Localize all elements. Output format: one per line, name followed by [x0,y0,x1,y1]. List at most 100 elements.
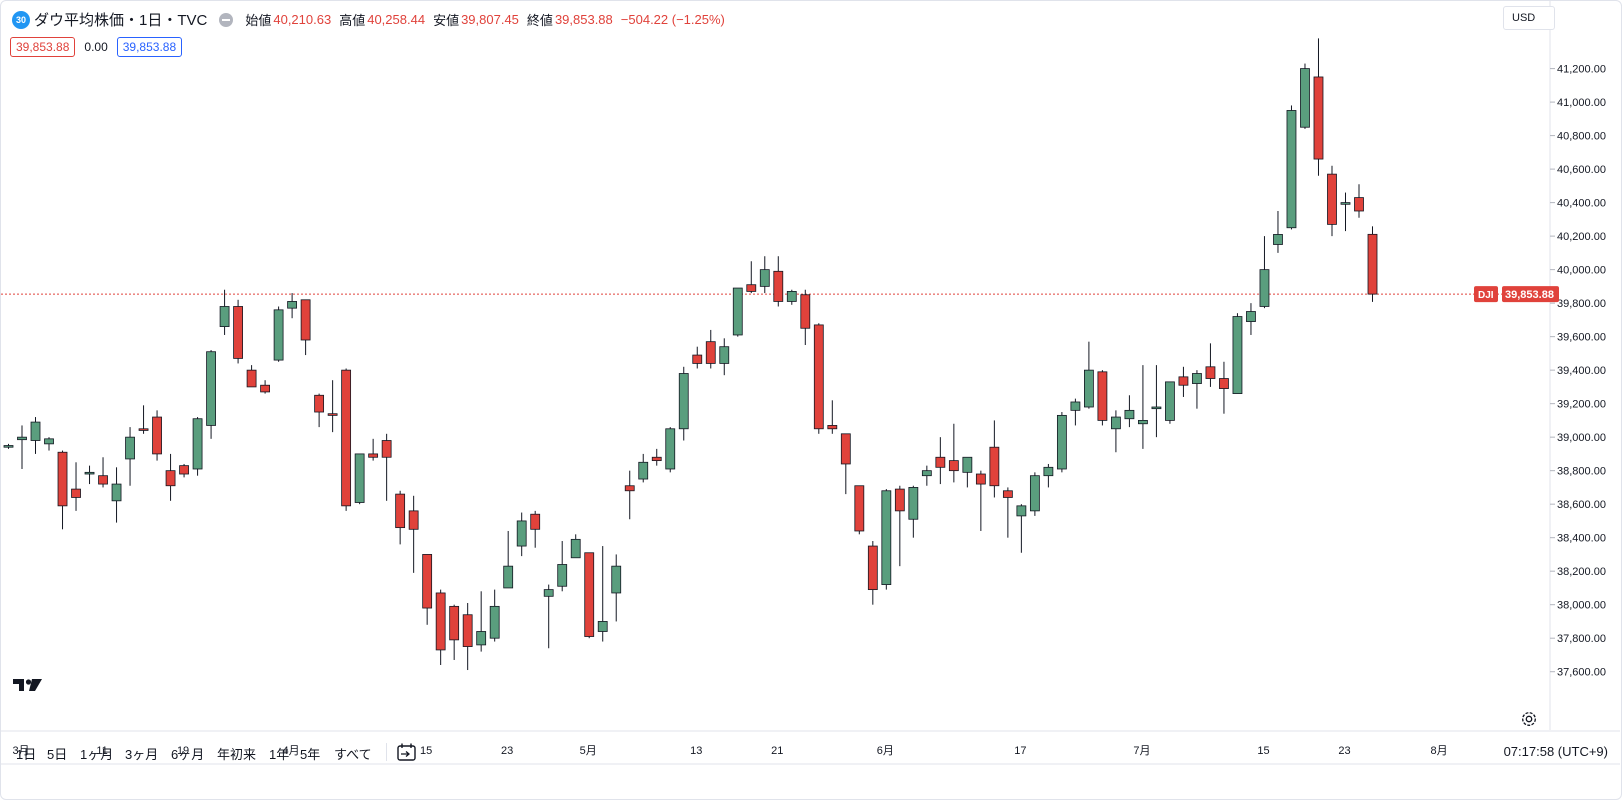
candle-body [678,373,689,430]
candle-up [206,350,216,439]
low-value: 39,807.45 [461,12,519,27]
candle-body [125,436,135,460]
candle-body [786,291,797,302]
time-tick-label: 4月 [283,745,300,757]
time-tick-label: 5月 [580,745,597,757]
candle-body [692,354,703,364]
candle-up [1232,313,1243,395]
candle-body [152,416,162,455]
time-tick-label: 6月 [877,745,894,757]
candle-up [1111,410,1121,453]
candle-up [1151,365,1162,438]
candle-body [273,309,284,361]
candle-body [327,413,338,416]
candle-down [624,470,635,520]
candle-up [1273,210,1283,253]
candle-body [921,470,932,477]
candle-down [381,433,392,501]
candle-body [962,456,973,473]
buy-price-button[interactable]: 39,853.88 [116,37,183,57]
candle-down [867,541,878,605]
candle-up [962,456,973,488]
timeframe-6m-button[interactable]: 6ヶ月 [171,747,205,762]
hide-eye-icon[interactable] [219,12,234,27]
sell-price-button[interactable]: 39,853.88 [10,37,76,57]
price-tick-label: 40,800.00 [1557,131,1606,143]
tradingview-logo-icon[interactable] [13,677,43,693]
timeframe-1d-button[interactable]: 1日 [16,747,37,762]
candle-up [1300,63,1310,129]
low-label: 安値 [433,13,460,28]
candle-up [1070,398,1081,426]
candle-body [773,270,784,302]
candle-up [719,338,730,376]
price-tick-label: 38,000.00 [1557,600,1606,612]
candle-down [584,552,595,639]
timeframe-5d-button[interactable]: 5日 [47,747,68,762]
candle-up [1029,472,1040,516]
candle-down [57,450,68,530]
candle-body [57,451,68,507]
calendar-range-icon[interactable] [396,742,418,762]
candle-up [597,546,608,642]
candle-body [611,565,622,594]
candle-body [44,438,54,445]
candle-up [476,591,487,652]
candle-down [827,400,838,434]
price-tick-label: 37,800.00 [1557,633,1606,645]
timeframe-ytd-button[interactable]: 年初来 [217,747,257,762]
candle-down [260,380,270,394]
candle-up [3,443,14,449]
symbol-badge[interactable]: 30 [12,10,30,29]
candle-up [287,293,298,319]
candle-body [476,631,487,646]
candle-body [489,605,500,639]
candle-down [314,393,325,428]
timeframe-5y-button[interactable]: 5年 [300,747,321,762]
candle-up [84,465,95,485]
timeframe-1m-button[interactable]: 1ヶ月 [80,747,114,762]
candle-body [1016,505,1027,517]
candle-down [422,554,433,625]
candle-body [827,425,838,430]
candle-body [624,485,635,492]
candle-up [1340,192,1351,232]
last-price-label: DJI 39,853.88 [1474,286,1559,303]
timeframe-3m-button[interactable]: 3ヶ月 [125,747,159,762]
currency-selector[interactable]: USD [1503,6,1555,30]
candle-body [975,473,986,485]
candle-down [989,420,1000,498]
time-tick-label: 19 [177,745,189,757]
candle-body [381,440,392,458]
candle-body [1340,202,1351,205]
candle-body [989,446,1000,487]
price-tick-label: 38,200.00 [1557,566,1606,578]
clock-timezone[interactable]: 07:17:58 (UTC+9) [1503,744,1608,759]
spread-value: 0.00 [84,40,108,54]
time-tick-label: 15 [1257,745,1269,757]
candle-body [314,394,325,413]
symbol-title[interactable]: ダウ平均株価・1日・TVC [34,12,208,29]
candle-body [719,346,730,364]
candle-body [233,306,243,359]
candle-body [1097,371,1108,421]
candle-body [1219,378,1229,389]
high-label: 高値 [339,13,366,28]
candle-down [368,438,379,461]
last-price-value: 39,853.88 [1505,289,1554,301]
candle-down [152,410,162,461]
candle-up [30,417,41,454]
candle-down [341,368,352,511]
candle-body [1002,490,1013,498]
candle-body [543,589,554,597]
settings-gear-icon[interactable] [1520,710,1538,728]
candle-down [1097,370,1108,426]
timeframe-1y-button[interactable]: 1年 [269,747,290,762]
price-tick-label: 38,800.00 [1557,466,1606,478]
candle-body [1138,420,1148,425]
candle-body [1367,233,1378,295]
price-tick-label: 37,600.00 [1557,667,1606,679]
timeframe-all-button[interactable]: すべて [334,747,372,762]
candle-body [1232,316,1243,395]
